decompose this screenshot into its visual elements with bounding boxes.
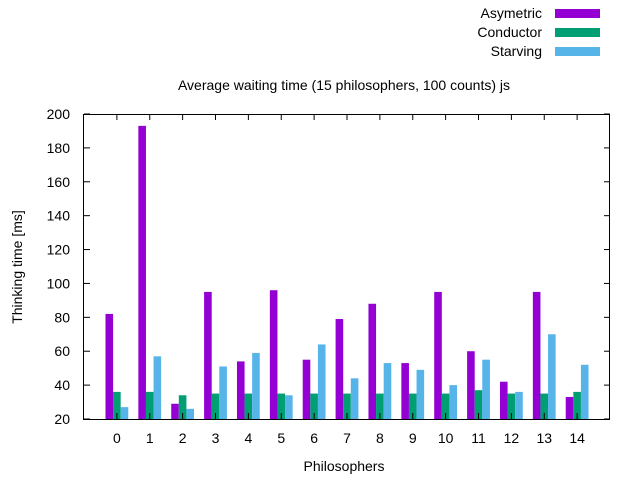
bar-asymetric-3 — [204, 291, 212, 419]
y-tick-label: 100 — [47, 275, 71, 291]
legend-label-starving: Starving — [491, 43, 542, 59]
bar-conductor-3 — [211, 393, 220, 419]
y-tick-label: 120 — [47, 242, 71, 258]
bar-asymetric-8 — [368, 303, 377, 419]
plot-frame — [83, 114, 610, 420]
bar-asymetric-12 — [499, 381, 508, 419]
bar-asymetric-7 — [335, 319, 344, 419]
bar-asymetric-4 — [236, 361, 245, 419]
y-tick-label: 60 — [54, 343, 70, 359]
x-tick-label: 8 — [376, 430, 384, 446]
y-tick-label: 40 — [54, 377, 70, 393]
bar-asymetric-0 — [105, 313, 114, 419]
bar-starving-10 — [449, 385, 458, 419]
chart-title: Average waiting time (15 philosophers, 1… — [178, 77, 510, 93]
bar-conductor-8 — [376, 393, 384, 419]
x-tick-label: 13 — [536, 430, 552, 446]
bars-group — [105, 125, 589, 420]
bar-conductor-2 — [178, 395, 187, 419]
bar-starving-2 — [186, 408, 195, 419]
bar-asymetric-14 — [565, 396, 574, 419]
bar-starving-8 — [383, 363, 392, 419]
x-tick-label: 2 — [179, 430, 187, 446]
x-tick-label: 5 — [277, 430, 285, 446]
y-tick-label: 140 — [47, 208, 71, 224]
bar-starving-5 — [285, 395, 293, 419]
bar-asymetric-1 — [138, 125, 146, 420]
bar-starving-13 — [548, 334, 556, 419]
x-tick-label: 7 — [343, 430, 351, 446]
bar-starving-14 — [580, 364, 589, 419]
bar-asymetric-5 — [269, 290, 278, 419]
x-tick-label: 1 — [146, 430, 154, 446]
y-tick-label: 200 — [47, 106, 71, 122]
legend-swatch-starving — [555, 47, 600, 56]
bar-asymetric-9 — [401, 363, 409, 419]
bar-starving-11 — [482, 359, 490, 419]
bar-conductor-0 — [113, 391, 121, 419]
bar-starving-4 — [252, 352, 260, 419]
y-tick-label: 160 — [47, 174, 71, 190]
bar-conductor-1 — [145, 391, 154, 419]
x-tick-label: 14 — [569, 430, 585, 446]
bar-conductor-13 — [540, 393, 549, 419]
bar-conductor-11 — [474, 390, 483, 419]
x-tick-label: 10 — [438, 430, 454, 446]
bar-conductor-10 — [441, 393, 450, 419]
x-axis-label: Philosophers — [304, 458, 385, 474]
x-tick-label: 12 — [504, 430, 520, 446]
x-tick-label: 4 — [244, 430, 252, 446]
bar-asymetric-10 — [434, 291, 442, 419]
bar-starving-12 — [515, 391, 523, 419]
bar-conductor-5 — [277, 393, 286, 419]
y-tick-label: 80 — [54, 309, 70, 325]
y-tick-label: 20 — [54, 411, 70, 427]
x-tick-label: 9 — [409, 430, 417, 446]
x-tick-label: 11 — [471, 430, 486, 446]
bar-starving-7 — [350, 378, 359, 419]
bar-conductor-9 — [408, 393, 417, 419]
y-axis-label: Thinking time [ms] — [9, 210, 25, 324]
bar-conductor-7 — [343, 393, 351, 419]
legend-label-asymetric: Asymetric — [481, 5, 542, 21]
x-tick-label: 3 — [212, 430, 220, 446]
bar-conductor-12 — [507, 393, 516, 419]
legend-label-conductor: Conductor — [477, 24, 542, 40]
legend: Asymetric Conductor Starving — [477, 5, 600, 59]
legend-swatch-asymetric — [555, 9, 600, 18]
bar-asymetric-2 — [171, 403, 179, 419]
y-tick-label: 180 — [47, 140, 71, 156]
bar-starving-3 — [219, 366, 227, 419]
bar-asymetric-13 — [532, 291, 541, 419]
bar-conductor-14 — [573, 391, 581, 419]
bar-asymetric-11 — [467, 351, 475, 419]
legend-swatch-conductor — [555, 28, 600, 37]
bar-starving-6 — [317, 344, 326, 419]
bar-asymetric-6 — [302, 359, 311, 419]
bar-starving-9 — [416, 369, 425, 419]
x-tick-label: 6 — [310, 430, 318, 446]
bar-conductor-6 — [310, 393, 318, 419]
bar-conductor-4 — [244, 393, 253, 419]
x-tick-label: 0 — [113, 430, 121, 446]
bar-starving-0 — [120, 407, 129, 419]
bar-starving-1 — [153, 356, 162, 419]
